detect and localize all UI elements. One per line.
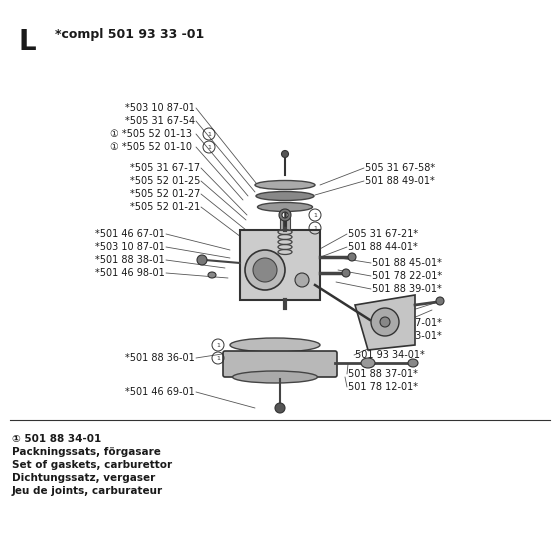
Text: Packningssats, förgasare: Packningssats, förgasare — [12, 447, 161, 457]
Text: *501 88 38-01: *501 88 38-01 — [95, 255, 165, 265]
Text: 1: 1 — [207, 132, 211, 137]
Ellipse shape — [258, 203, 312, 212]
Text: ① 501 88 34-01: ① 501 88 34-01 — [12, 434, 101, 444]
Circle shape — [275, 403, 285, 413]
Text: 501 88 43-01*: 501 88 43-01* — [372, 331, 442, 341]
Text: *505 31 67-54: *505 31 67-54 — [125, 116, 195, 126]
Ellipse shape — [361, 358, 375, 368]
Circle shape — [348, 253, 356, 261]
Text: *503 10 87-01: *503 10 87-01 — [95, 242, 165, 252]
Text: 501 78 22-01*: 501 78 22-01* — [372, 271, 442, 281]
Text: 501 88 49-01*: 501 88 49-01* — [365, 176, 435, 186]
Text: *501 46 67-01: *501 46 67-01 — [95, 229, 165, 239]
Text: *505 52 01-25: *505 52 01-25 — [129, 176, 200, 186]
Text: *compl 501 93 33 -01: *compl 501 93 33 -01 — [55, 28, 204, 41]
Circle shape — [253, 258, 277, 282]
Text: ① *505 52 01-13: ① *505 52 01-13 — [110, 129, 192, 139]
Text: *501 46 98-01: *501 46 98-01 — [95, 268, 165, 278]
Text: Jeu de joints, carburateur: Jeu de joints, carburateur — [12, 486, 163, 496]
Text: 1: 1 — [216, 356, 220, 361]
Circle shape — [342, 269, 350, 277]
FancyBboxPatch shape — [223, 351, 337, 377]
Circle shape — [436, 297, 444, 305]
Ellipse shape — [408, 359, 418, 367]
Text: *501 88 36-01: *501 88 36-01 — [125, 353, 195, 363]
Ellipse shape — [232, 371, 318, 383]
Ellipse shape — [256, 192, 314, 200]
Text: 501 88 37-01*: 501 88 37-01* — [348, 369, 418, 379]
Text: 501 88 44-01*: 501 88 44-01* — [348, 242, 418, 252]
Text: *501 46 69-01: *501 46 69-01 — [125, 387, 195, 397]
Text: Dichtungssatz, vergaser: Dichtungssatz, vergaser — [12, 473, 155, 483]
Text: 501 46 87-01*: 501 46 87-01* — [372, 318, 442, 328]
Text: 1: 1 — [216, 343, 220, 348]
Circle shape — [197, 255, 207, 265]
Polygon shape — [355, 295, 415, 350]
Text: *505 52 01-21: *505 52 01-21 — [130, 202, 200, 212]
Ellipse shape — [255, 180, 315, 189]
Text: 501 93 34-01*: 501 93 34-01* — [355, 350, 424, 360]
Text: 1: 1 — [313, 226, 317, 231]
Text: 505 31 67-58*: 505 31 67-58* — [365, 163, 435, 173]
Text: Set of gaskets, carburettor: Set of gaskets, carburettor — [12, 460, 172, 470]
Text: 501 88 45-01*: 501 88 45-01* — [372, 258, 442, 268]
Circle shape — [282, 151, 288, 157]
Text: ① *505 52 01-10: ① *505 52 01-10 — [110, 142, 192, 152]
Circle shape — [371, 308, 399, 336]
Text: *503 10 87-01: *503 10 87-01 — [125, 103, 195, 113]
Text: 1: 1 — [207, 144, 211, 150]
Text: 505 31 67-21*: 505 31 67-21* — [348, 229, 418, 239]
Text: L: L — [18, 28, 36, 56]
Circle shape — [380, 317, 390, 327]
Text: 501 88 39-01*: 501 88 39-01* — [372, 284, 442, 294]
Wedge shape — [279, 209, 291, 221]
Circle shape — [295, 273, 309, 287]
Text: 1: 1 — [313, 212, 317, 217]
Text: *505 31 67-17: *505 31 67-17 — [130, 163, 200, 173]
Ellipse shape — [208, 272, 216, 278]
Bar — [280, 218, 290, 230]
Ellipse shape — [230, 338, 320, 352]
Circle shape — [245, 250, 285, 290]
Text: 501 78 12-01*: 501 78 12-01* — [348, 382, 418, 392]
Text: *505 52 01-27: *505 52 01-27 — [129, 189, 200, 199]
Bar — [240, 230, 320, 300]
